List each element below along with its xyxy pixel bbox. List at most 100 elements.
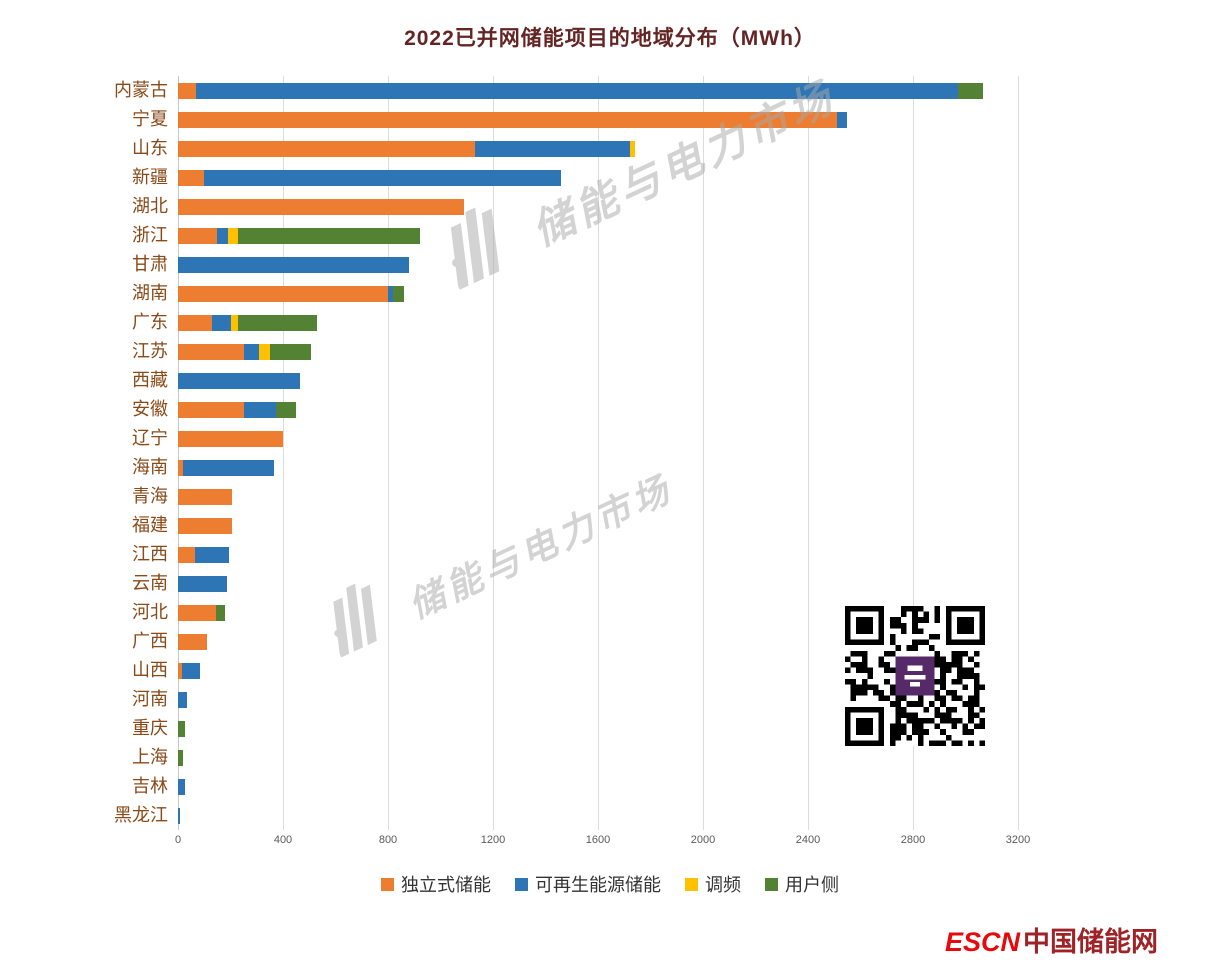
- bar-segment: [238, 314, 318, 331]
- bar-segment: [178, 749, 184, 766]
- bar-segment: [217, 227, 228, 244]
- bar-segment: [276, 401, 297, 418]
- gridline: [598, 76, 599, 830]
- x-tick-label: 2000: [690, 834, 716, 846]
- category-label: 湖南: [132, 283, 168, 303]
- bar-row: [178, 453, 1064, 482]
- gridline: [388, 76, 389, 830]
- bar-row: [178, 76, 1064, 105]
- bar-segment: [178, 256, 409, 273]
- bar-segment: [178, 227, 218, 244]
- bar-row: [178, 250, 1064, 279]
- category-label: 海南: [132, 457, 168, 477]
- bar-row: [178, 772, 1064, 801]
- x-axis: 0 400 800 1200 1600 2000 2400 2800 3200: [175, 834, 1064, 850]
- bar-row: [178, 569, 1064, 598]
- bar-row: [178, 395, 1064, 424]
- legend-item: 独立式储能: [381, 871, 491, 897]
- bar-segment: [178, 314, 213, 331]
- bar-segment: [183, 459, 274, 476]
- bar-segment: [178, 778, 185, 795]
- bar-row: [178, 656, 1064, 685]
- category-label: 浙江: [132, 225, 168, 245]
- gridline: [703, 76, 704, 830]
- chart-legend: 独立式储能 可再生能源储能 调频 用户侧: [0, 871, 1220, 897]
- category-label: 甘肃: [132, 254, 168, 274]
- category-label: 山西: [132, 660, 168, 680]
- bar-segment: [227, 227, 239, 244]
- category-label: 广东: [132, 312, 168, 332]
- bar-segment: [212, 314, 231, 331]
- qr-code: [845, 606, 985, 746]
- bar-segment: [178, 459, 184, 476]
- category-label: 云南: [132, 573, 168, 593]
- y-axis-labels: 内蒙古 宁夏 山东 新疆 湖北 浙江 甘肃 湖南 广东 江苏 西藏 安徽 辽宁 海南 青海 福建 江西 云南 河北广…: [2, 76, 178, 830]
- gridline: [913, 76, 914, 830]
- bar-row: [178, 627, 1064, 656]
- bar-row: [178, 105, 1064, 134]
- bar-segment: [269, 343, 311, 360]
- bar-segment: [178, 691, 188, 708]
- gridline: [1018, 76, 1019, 830]
- category-label: 江西: [132, 544, 168, 564]
- category-label: 辽宁: [132, 428, 168, 448]
- legend-swatch: [685, 877, 698, 891]
- bar-segment: [178, 633, 207, 650]
- bar-segment: [181, 662, 201, 679]
- bar-segment: [178, 575, 227, 592]
- bar-row: [178, 685, 1064, 714]
- legend-label: 调频: [705, 875, 741, 895]
- bar-segment: [178, 720, 185, 737]
- bar-segment: [388, 285, 394, 302]
- category-label: 福建: [132, 515, 168, 535]
- bar-segment: [178, 343, 244, 360]
- bar-segment: [178, 488, 232, 505]
- bar-row: [178, 134, 1064, 163]
- gridline: [808, 76, 809, 830]
- bar-segment: [178, 285, 388, 302]
- bar-row: [178, 598, 1064, 627]
- bar-row: [178, 279, 1064, 308]
- category-label: 宁夏: [132, 109, 168, 129]
- bar-segment: [195, 546, 230, 563]
- bar-segment: [178, 372, 301, 389]
- bar-row: [178, 192, 1064, 221]
- legend-label: 独立式储能: [401, 875, 491, 895]
- bar-row: [178, 163, 1064, 192]
- bar-segment: [178, 169, 205, 186]
- bar-segment: [178, 517, 232, 534]
- gridline: [178, 76, 179, 830]
- category-label: 内蒙古: [114, 80, 168, 100]
- bar-segment: [216, 604, 226, 621]
- bar-segment: [178, 430, 283, 447]
- x-tick-label: 2800: [900, 834, 926, 846]
- bar-segment: [243, 401, 277, 418]
- bar-segment: [178, 140, 475, 157]
- legend-item: 可再生能源储能: [515, 871, 661, 897]
- bar-chart: 内蒙古 宁夏 山东 新疆 湖北 浙江 甘肃 湖南 广东 江苏 西藏 安徽 辽宁 海南 青海 福建 江西 云南 河北广…: [2, 76, 1064, 830]
- x-tick-label: 3200: [1005, 834, 1031, 846]
- category-label: 安徽: [132, 399, 168, 419]
- category-label: 河南: [132, 689, 168, 709]
- gridline: [493, 76, 494, 830]
- x-tick-label: 2400: [795, 834, 821, 846]
- bar-segment: [836, 111, 848, 128]
- x-tick-label: 800: [378, 834, 398, 846]
- site-logo-name: 中国储能网: [1023, 927, 1158, 957]
- chart-title: 2022已并网储能项目的地域分布（MWh）: [404, 27, 816, 50]
- bar-row: [178, 540, 1064, 569]
- gridline: [283, 76, 284, 830]
- category-label: 上海: [132, 747, 168, 767]
- legend-label: 用户侧: [785, 875, 839, 895]
- category-label: 山东: [132, 138, 168, 158]
- category-label: 湖北: [132, 196, 168, 216]
- site-logo-escn: ESCN: [944, 927, 1020, 957]
- legend-label: 可再生能源储能: [535, 875, 661, 895]
- category-label: 河北: [132, 602, 168, 622]
- bar-segment: [243, 343, 260, 360]
- bar-row: [178, 743, 1064, 772]
- x-tick-label: 1600: [585, 834, 611, 846]
- bar-segment: [178, 198, 465, 215]
- bar-row: [178, 337, 1064, 366]
